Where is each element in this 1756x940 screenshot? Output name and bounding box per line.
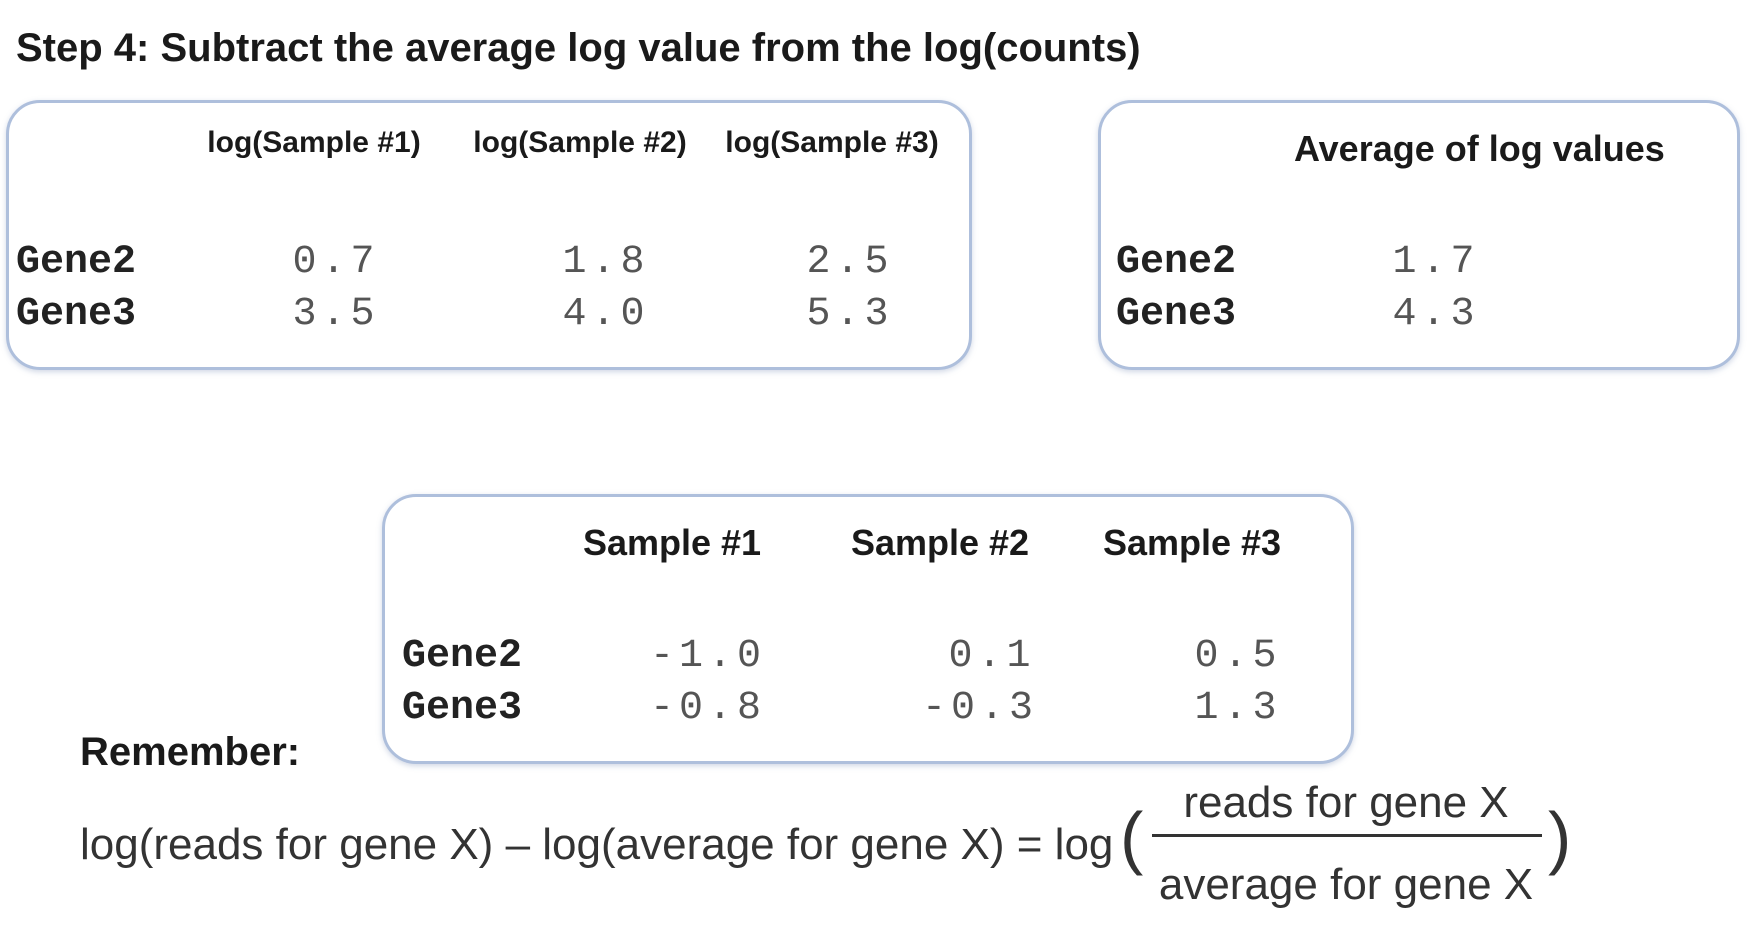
result-table-row-label-gene2: Gene2 xyxy=(402,634,523,679)
formula-numerator: reads for gene X xyxy=(1183,778,1509,827)
formula-close-paren: ) xyxy=(1548,798,1572,876)
average-table-row-label-gene3: Gene3 xyxy=(1116,292,1237,337)
result-table-header-sample-3: Sample #3 xyxy=(1102,522,1282,563)
log-table-cell: 2.5 xyxy=(806,240,894,285)
average-table-header: Average of log values xyxy=(1294,128,1665,169)
average-table-cell: 4.3 xyxy=(1392,292,1480,337)
result-table-row-label-gene3: Gene3 xyxy=(402,686,523,731)
formula-denominator: average for gene X xyxy=(1158,860,1534,909)
result-panel xyxy=(382,494,1354,764)
result-table-cell: -1.0 xyxy=(649,634,767,679)
formula-open-paren: ( xyxy=(1120,798,1144,876)
formula-left-side: log(reads for gene X) – log(average for … xyxy=(80,820,1114,869)
result-table-cell: -0.3 xyxy=(921,686,1039,731)
result-table-header-sample-1: Sample #1 xyxy=(582,522,762,563)
result-table-cell: 1.3 xyxy=(1194,686,1282,731)
log-table-header-sample-1: log(Sample #1) xyxy=(207,126,421,159)
page-title: Step 4: Subtract the average log value f… xyxy=(16,26,1141,70)
average-table-cell: 1.7 xyxy=(1392,240,1480,285)
log-table-cell: 5.3 xyxy=(806,292,894,337)
log-table-header-sample-3: log(Sample #3) xyxy=(725,126,939,159)
log-table-cell: 0.7 xyxy=(292,240,380,285)
log-table-row-label-gene2: Gene2 xyxy=(16,240,137,285)
log-table-cell: 4.0 xyxy=(562,292,650,337)
result-table-cell: 0.1 xyxy=(948,634,1036,679)
result-table-cell: 0.5 xyxy=(1194,634,1282,679)
average-table-row-label-gene2: Gene2 xyxy=(1116,240,1237,285)
remember-label: Remember: xyxy=(80,730,301,774)
log-table-cell: 3.5 xyxy=(292,292,380,337)
log-table-row-label-gene3: Gene3 xyxy=(16,292,137,337)
average-panel xyxy=(1098,100,1740,370)
formula-fraction-bar xyxy=(1152,834,1542,837)
log-values-panel xyxy=(6,100,972,370)
log-table-cell: 1.8 xyxy=(562,240,650,285)
result-table-cell: -0.8 xyxy=(649,686,767,731)
log-table-header-sample-2: log(Sample #2) xyxy=(473,126,687,159)
result-table-header-sample-2: Sample #2 xyxy=(850,522,1030,563)
